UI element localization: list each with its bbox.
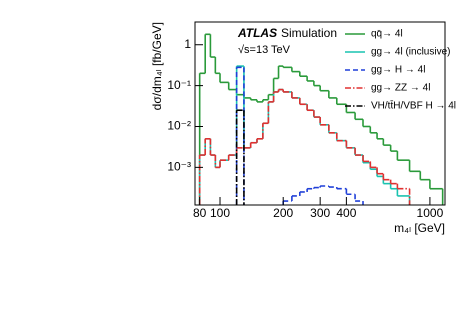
x-tick-label: 400	[336, 206, 356, 220]
series	[235, 109, 245, 205]
legend-label: VH/tt̄H/VBF H → 4l	[371, 99, 456, 111]
series	[198, 88, 411, 205]
y-tick-label: 1	[184, 37, 191, 51]
series	[235, 66, 364, 205]
atlas-subtitle: Simulation	[281, 26, 337, 40]
y-tick-label: 10⁻³	[167, 160, 191, 174]
legend-label: gg→ 4l (inclusive)	[371, 47, 450, 58]
energy-annotation: √s=13 TeV	[238, 44, 291, 56]
x-axis-label: m₄ₗ [GeV]	[394, 221, 445, 235]
y-axis-label: dσ/dm₄ₗ [fb/GeV]	[150, 22, 164, 110]
atlas-label: ATLAS	[237, 26, 277, 40]
x-tick-label: 80	[193, 206, 207, 220]
x-tick-label: 300	[310, 206, 330, 220]
x-tick-label: 200	[273, 206, 293, 220]
x-tick-label: 100	[210, 206, 230, 220]
x-tick-label: 1000	[417, 206, 444, 220]
plot-area	[198, 33, 444, 205]
y-tick-label: 10⁻²	[167, 119, 191, 133]
legend-label: qq̄→ 4l	[371, 29, 403, 40]
legend-label: gg→ ZZ → 4l	[371, 83, 430, 94]
legend-label: gg→ H → 4l	[371, 65, 425, 76]
y-tick-label: 10⁻¹	[167, 78, 191, 92]
